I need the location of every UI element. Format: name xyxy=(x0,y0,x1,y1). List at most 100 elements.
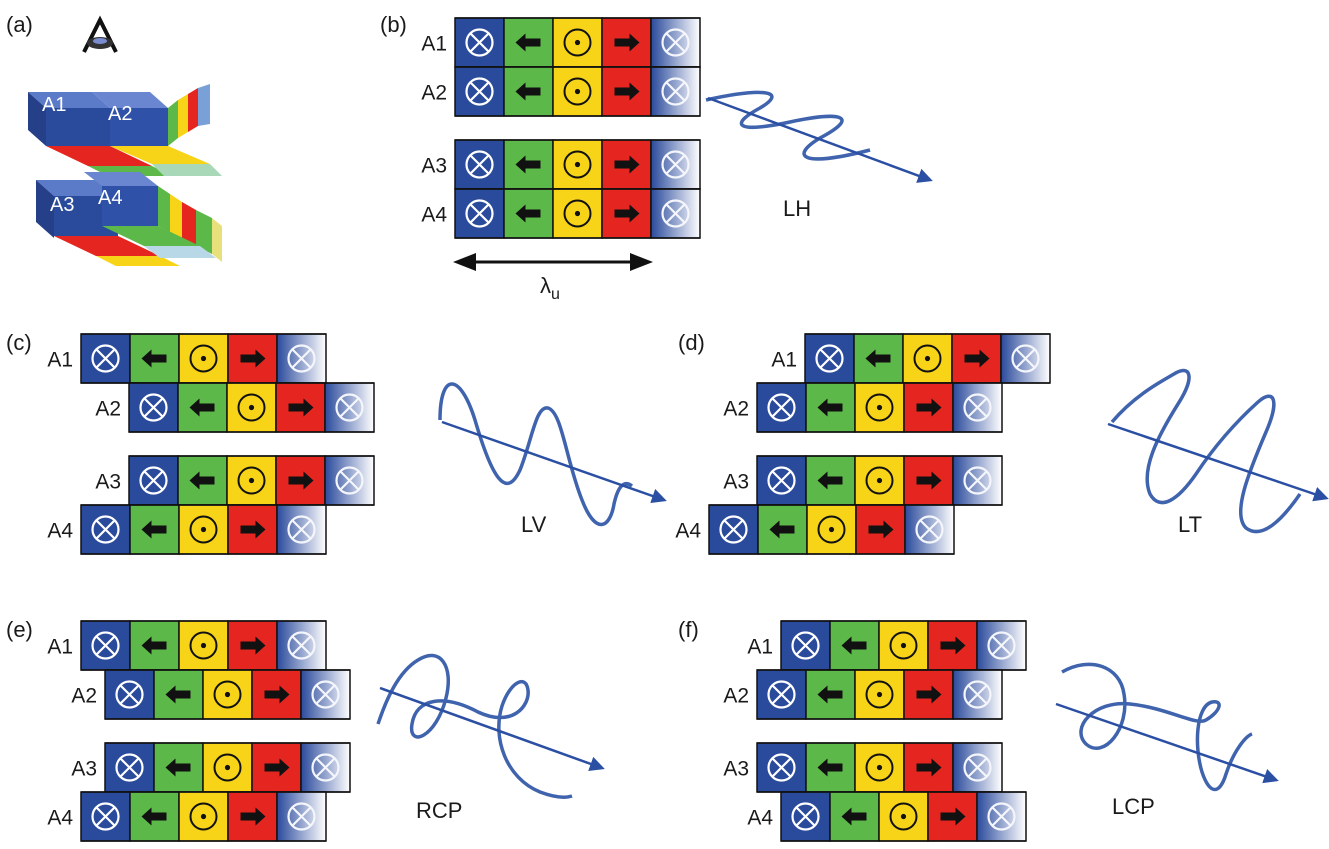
x-in-circle-icon xyxy=(963,393,992,422)
row-label: A1 xyxy=(421,33,447,56)
row-label: A4 xyxy=(675,520,701,543)
polarization-label-lt: LT xyxy=(1178,512,1202,537)
arrow-left-icon xyxy=(817,758,843,777)
dot-in-circle-icon xyxy=(563,150,592,179)
arrow-right-icon xyxy=(916,685,942,704)
x-in-circle-icon xyxy=(767,753,796,782)
arrow-left-icon xyxy=(841,807,867,826)
arrow-right-icon xyxy=(940,807,966,826)
magnet-row: A2 xyxy=(421,66,701,117)
x-in-circle-icon xyxy=(963,466,992,495)
x-in-circle-icon xyxy=(335,393,364,422)
x-in-circle-icon xyxy=(661,77,690,106)
block-label-a3: A3 xyxy=(50,194,74,216)
dot-in-circle-icon xyxy=(237,466,266,495)
x-in-circle-icon xyxy=(287,802,316,831)
dot-in-circle-icon xyxy=(865,680,894,709)
arrow-right-icon xyxy=(240,807,266,826)
x-in-circle-icon xyxy=(287,344,316,373)
row-label: A3 xyxy=(723,758,749,781)
arrow-right-icon xyxy=(614,204,640,223)
dot-in-circle-icon xyxy=(563,28,592,57)
x-in-circle-icon xyxy=(91,515,120,544)
row-label: A2 xyxy=(95,398,121,421)
x-in-circle-icon xyxy=(1011,344,1040,373)
magnet-row: A2 xyxy=(95,382,375,433)
x-in-circle-icon xyxy=(963,680,992,709)
x-in-circle-icon xyxy=(311,753,340,782)
x-in-circle-icon xyxy=(139,466,168,495)
block-label-a1: A1 xyxy=(42,94,66,116)
dot-in-circle-icon xyxy=(563,199,592,228)
dot-in-circle-icon xyxy=(189,631,218,660)
arrow-left-icon xyxy=(515,204,541,223)
arrow-left-icon xyxy=(817,471,843,490)
x-in-circle-icon xyxy=(139,393,168,422)
row-label: A2 xyxy=(71,685,97,708)
magnet-block-blue xyxy=(756,382,807,433)
arrow-right-icon xyxy=(288,398,314,417)
x-in-circle-icon xyxy=(767,466,796,495)
magnet-row: A1 xyxy=(771,333,1051,384)
arrow-left-icon xyxy=(769,520,795,539)
arrow-right-icon xyxy=(916,471,942,490)
x-in-circle-icon xyxy=(661,28,690,57)
block-label-a2: A2 xyxy=(108,103,132,125)
arrow-right-icon xyxy=(614,82,640,101)
x-in-circle-icon xyxy=(465,28,494,57)
x-in-circle-icon xyxy=(963,753,992,782)
arrow-left-icon xyxy=(841,636,867,655)
x-in-circle-icon xyxy=(661,150,690,179)
magnet-row: A2 xyxy=(723,669,1003,720)
x-in-circle-icon xyxy=(767,393,796,422)
dot-in-circle-icon xyxy=(189,515,218,544)
dot-in-circle-icon xyxy=(237,393,266,422)
arrow-right-icon xyxy=(240,349,266,368)
row-label: A2 xyxy=(723,398,749,421)
magnet-row: A4 xyxy=(47,791,327,842)
magnet-rows-b: A1 A2 A3 A4 xyxy=(421,17,701,239)
x-in-circle-icon xyxy=(987,631,1016,660)
wave-lv: LV xyxy=(438,382,667,537)
arrow-left-icon xyxy=(817,685,843,704)
period-indicator: λu xyxy=(453,253,653,303)
x-in-circle-icon xyxy=(719,515,748,544)
arrow-left-icon xyxy=(165,758,191,777)
dot-in-circle-icon xyxy=(213,753,242,782)
x-in-circle-icon xyxy=(465,199,494,228)
panel-label-b: (b) xyxy=(380,12,407,37)
x-in-circle-icon xyxy=(311,680,340,709)
block-stack-top xyxy=(28,84,222,176)
arrow-right-icon xyxy=(264,685,290,704)
polarization-label-lh: LH xyxy=(783,196,811,221)
magnet-rows-d: A1 A2 A3 A4 xyxy=(675,333,1051,555)
magnet-row: A4 xyxy=(675,504,955,555)
dot-in-circle-icon xyxy=(865,393,894,422)
magnet-row: A3 xyxy=(95,455,375,506)
magnet-block-blue xyxy=(454,66,505,117)
magnet-rows-e: A1 A2 A3 A4 xyxy=(47,620,351,842)
row-label: A4 xyxy=(47,520,73,543)
x-in-circle-icon xyxy=(987,802,1016,831)
magnet-row: A1 xyxy=(421,17,701,68)
x-in-circle-icon xyxy=(335,466,364,495)
magnet-row: A2 xyxy=(71,669,351,720)
wave-lh: LH xyxy=(705,90,933,221)
wave-lcp: LCP xyxy=(1055,662,1279,819)
panel-label-d: (d) xyxy=(678,330,705,355)
magnet-row: A1 xyxy=(47,620,327,671)
magnet-row: A3 xyxy=(71,742,351,793)
dot-in-circle-icon xyxy=(865,753,894,782)
arrow-left-icon xyxy=(141,520,167,539)
x-in-circle-icon xyxy=(115,680,144,709)
magnet-row: A1 xyxy=(47,333,327,384)
arrow-left-icon xyxy=(189,471,215,490)
magnet-row: A3 xyxy=(723,455,1003,506)
arrow-right-icon xyxy=(240,520,266,539)
x-in-circle-icon xyxy=(465,150,494,179)
dot-in-circle-icon xyxy=(189,802,218,831)
arrow-right-icon xyxy=(940,636,966,655)
panel-label-a: (a) xyxy=(6,12,33,37)
arrow-left-icon xyxy=(165,685,191,704)
